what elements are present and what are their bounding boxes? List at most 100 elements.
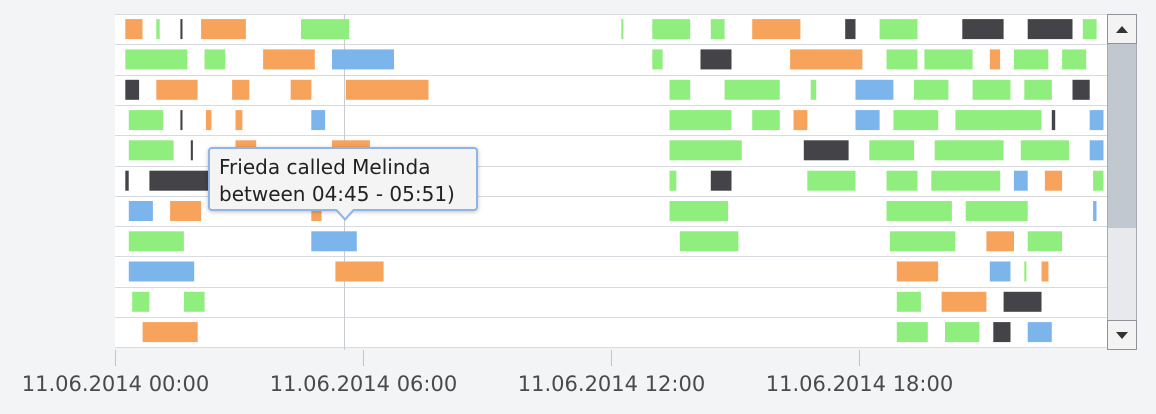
- event-bar[interactable]: [311, 231, 357, 252]
- event-bar[interactable]: [1027, 19, 1073, 40]
- event-bar[interactable]: [793, 110, 808, 131]
- event-bar[interactable]: [724, 79, 780, 100]
- event-bar[interactable]: [669, 140, 742, 161]
- event-bar[interactable]: [1093, 170, 1104, 191]
- event-bar[interactable]: [710, 19, 725, 40]
- event-bar[interactable]: [1082, 19, 1097, 40]
- event-bar[interactable]: [652, 49, 663, 70]
- event-bar[interactable]: [955, 110, 1042, 131]
- event-bar[interactable]: [669, 79, 691, 100]
- event-bar[interactable]: [669, 170, 677, 191]
- event-bar[interactable]: [128, 261, 195, 282]
- event-bar[interactable]: [1051, 110, 1056, 131]
- event-bar[interactable]: [125, 49, 188, 70]
- event-bar[interactable]: [156, 79, 198, 100]
- event-bar[interactable]: [1027, 231, 1063, 252]
- event-bar[interactable]: [205, 110, 212, 131]
- event-bar[interactable]: [855, 79, 894, 100]
- event-bar[interactable]: [807, 170, 856, 191]
- event-bar[interactable]: [810, 79, 817, 100]
- event-bar[interactable]: [752, 19, 801, 40]
- event-bar[interactable]: [1093, 201, 1097, 221]
- event-bar[interactable]: [1062, 49, 1087, 70]
- event-bar[interactable]: [869, 140, 915, 161]
- event-bar[interactable]: [886, 201, 952, 221]
- event-bar[interactable]: [180, 110, 183, 131]
- event-bar[interactable]: [934, 140, 1004, 161]
- event-bar[interactable]: [962, 19, 1004, 40]
- event-bar[interactable]: [1044, 170, 1063, 191]
- event-bar[interactable]: [183, 291, 205, 312]
- event-bar[interactable]: [335, 261, 384, 282]
- event-bar[interactable]: [142, 322, 198, 343]
- event-bar[interactable]: [752, 110, 780, 131]
- event-bar[interactable]: [700, 49, 732, 70]
- event-bar[interactable]: [128, 110, 164, 131]
- event-bar[interactable]: [989, 261, 1011, 282]
- event-bar[interactable]: [232, 79, 250, 100]
- event-bar[interactable]: [1089, 110, 1104, 131]
- event-bar[interactable]: [896, 261, 939, 282]
- event-bar[interactable]: [669, 110, 732, 131]
- event-bar[interactable]: [914, 79, 949, 100]
- event-bar[interactable]: [679, 231, 739, 252]
- event-bar[interactable]: [128, 140, 174, 161]
- event-bar[interactable]: [1072, 79, 1090, 100]
- event-bar[interactable]: [180, 19, 183, 40]
- event-bar[interactable]: [235, 110, 243, 131]
- event-bar[interactable]: [669, 201, 729, 221]
- event-bar[interactable]: [201, 19, 246, 40]
- event-bar[interactable]: [989, 49, 1001, 70]
- event-bar[interactable]: [128, 201, 153, 221]
- event-bar[interactable]: [993, 322, 1011, 343]
- event-bar[interactable]: [1024, 261, 1027, 282]
- event-bar[interactable]: [896, 322, 928, 343]
- event-bar[interactable]: [1024, 79, 1052, 100]
- event-bar[interactable]: [931, 170, 1001, 191]
- event-bar[interactable]: [845, 19, 856, 40]
- event-bar[interactable]: [170, 201, 202, 221]
- event-bar[interactable]: [790, 49, 863, 70]
- event-bar[interactable]: [128, 231, 184, 252]
- event-bar[interactable]: [924, 49, 973, 70]
- event-bar[interactable]: [311, 201, 322, 221]
- event-bar[interactable]: [125, 19, 143, 40]
- event-bar[interactable]: [652, 19, 691, 40]
- event-bar[interactable]: [332, 49, 394, 70]
- event-bar[interactable]: [290, 79, 312, 100]
- event-bar[interactable]: [1041, 261, 1049, 282]
- event-bar[interactable]: [1003, 291, 1042, 312]
- event-bar[interactable]: [125, 170, 129, 191]
- event-bar[interactable]: [972, 79, 1011, 100]
- event-bar[interactable]: [190, 140, 193, 161]
- event-bar[interactable]: [803, 140, 849, 161]
- scroll-up-button[interactable]: [1107, 14, 1137, 44]
- event-bar[interactable]: [986, 231, 1014, 252]
- event-bar[interactable]: [941, 291, 987, 312]
- event-bar[interactable]: [965, 201, 1028, 221]
- event-bar[interactable]: [301, 19, 350, 40]
- event-bar[interactable]: [149, 170, 212, 191]
- event-bar[interactable]: [125, 79, 140, 100]
- event-bar[interactable]: [156, 19, 160, 40]
- event-bar[interactable]: [945, 322, 980, 343]
- event-bar[interactable]: [710, 170, 732, 191]
- event-bar[interactable]: [1020, 140, 1069, 161]
- event-bar[interactable]: [886, 49, 918, 70]
- event-bar[interactable]: [1089, 140, 1104, 161]
- event-bar[interactable]: [1013, 170, 1028, 191]
- event-bar[interactable]: [893, 110, 939, 131]
- event-bar[interactable]: [263, 49, 315, 70]
- event-bar[interactable]: [1027, 322, 1052, 343]
- event-bar[interactable]: [896, 291, 921, 312]
- event-bar[interactable]: [132, 291, 150, 312]
- event-bar[interactable]: [311, 110, 326, 131]
- event-bar[interactable]: [204, 49, 226, 70]
- scroll-down-button[interactable]: [1107, 320, 1137, 350]
- event-bar[interactable]: [621, 19, 624, 40]
- event-bar[interactable]: [1013, 49, 1049, 70]
- event-bar[interactable]: [855, 110, 880, 131]
- event-bar[interactable]: [879, 19, 918, 40]
- event-bar[interactable]: [886, 170, 918, 191]
- scrollbar-thumb[interactable]: [1108, 44, 1136, 228]
